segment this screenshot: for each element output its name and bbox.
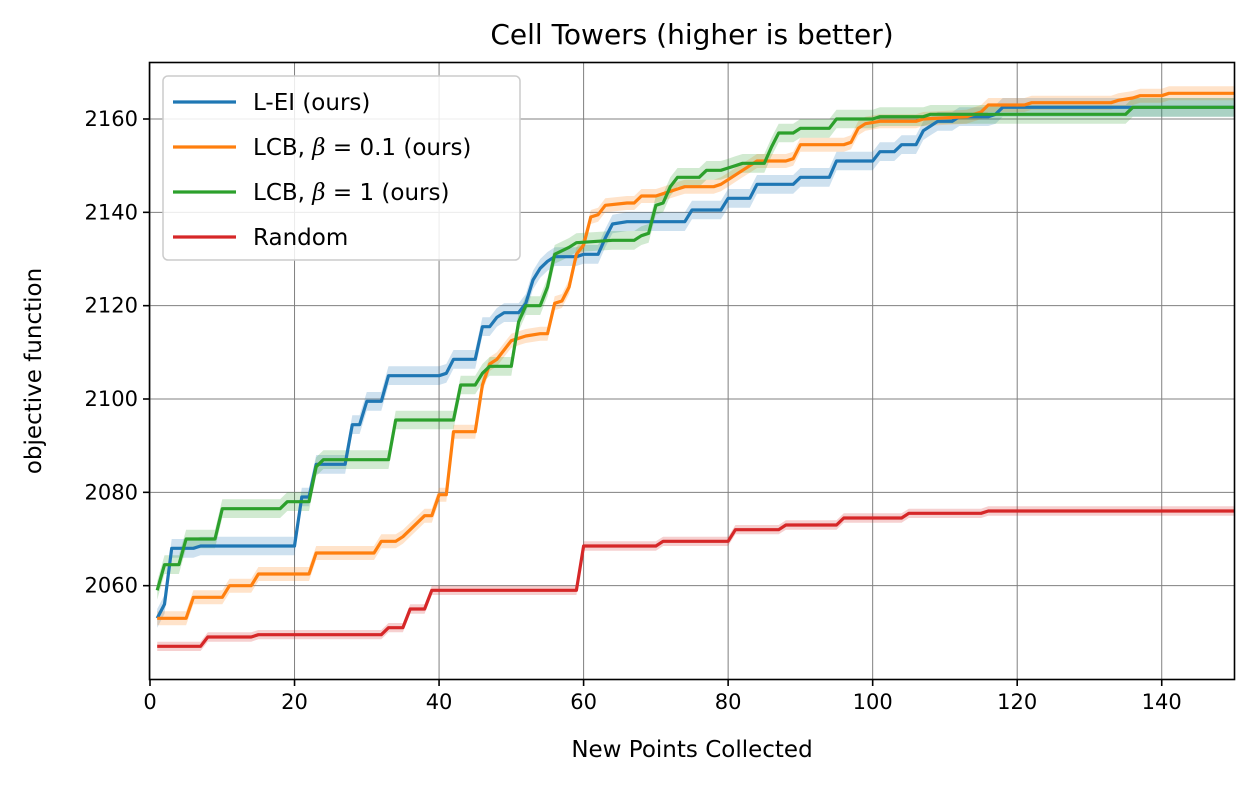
confidence-band-3 <box>157 506 1235 651</box>
plot-area-frame <box>148 61 1236 681</box>
x-axis-ticks: 0 20 40 60 80 100 120 140 <box>143 679 1182 714</box>
y-tick-label: 2080 <box>85 480 138 504</box>
series-line-1 <box>157 91 1234 620</box>
legend-entry-2: LCB, β = 1 (ours) <box>253 180 449 206</box>
series-line-2 <box>155 105 1234 591</box>
x-tick-label: 40 <box>426 690 453 714</box>
y-tick-label: 2120 <box>85 294 138 318</box>
x-tick-label: 60 <box>570 690 597 714</box>
y-axis-label: objective function <box>21 268 47 474</box>
y-axis-ticks: 2060 2080 2100 2120 2140 2160 <box>85 107 150 598</box>
legend: L-EI (ours)LCB, β = 0.1 (ours)LCB, β = 1… <box>162 75 521 261</box>
legend-entry-text: L-EI (ours) <box>253 90 370 116</box>
legend-box <box>162 75 521 261</box>
legend-entry-text: = 1 (ours) <box>326 180 450 206</box>
y-tick-label: 2160 <box>85 107 138 131</box>
x-tick-label: 20 <box>281 690 308 714</box>
legend-entry-text: LCB, <box>253 180 312 206</box>
x-tick-label: 80 <box>715 690 742 714</box>
series-lines <box>155 91 1234 648</box>
legend-entry-1: LCB, β = 0.1 (ours) <box>253 135 471 161</box>
series-line-3 <box>157 509 1234 648</box>
legend-entry-3: Random <box>253 225 348 251</box>
x-tick-label: 0 <box>143 690 156 714</box>
confidence-bands <box>157 86 1235 651</box>
x-tick-label: 140 <box>1142 690 1182 714</box>
legend-entry-0: L-EI (ours) <box>253 90 370 116</box>
legend-entry-text: = 0.1 (ours) <box>326 135 472 161</box>
y-tick-label: 2100 <box>85 387 138 411</box>
y-tick-label: 2140 <box>85 200 138 224</box>
legend-entry-text: Random <box>253 225 348 251</box>
y-tick-label: 2060 <box>85 574 138 598</box>
x-tick-label: 120 <box>997 690 1037 714</box>
chart-title: Cell Towers (higher is better) <box>490 18 893 51</box>
x-tick-label: 100 <box>853 690 893 714</box>
legend-beta-symbol: β <box>311 180 325 206</box>
legend-beta-symbol: β <box>311 135 325 161</box>
confidence-band-1 <box>157 86 1235 626</box>
x-axis-label: New Points Collected <box>571 737 812 763</box>
legend-entry-text: LCB, <box>253 135 312 161</box>
series-line-0 <box>155 105 1234 620</box>
confidence-band-0 <box>157 98 1235 628</box>
